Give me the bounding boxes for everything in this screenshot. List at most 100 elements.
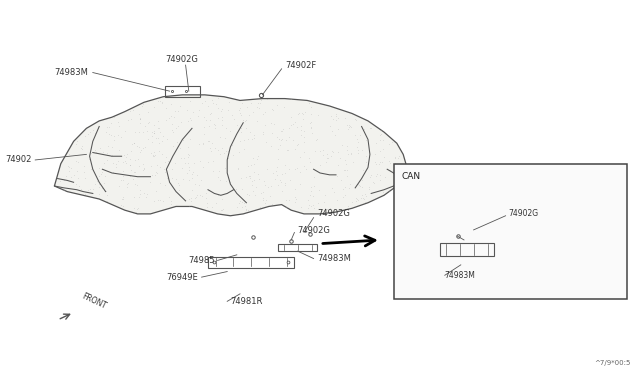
Point	[306, 124, 316, 130]
Point	[351, 116, 361, 122]
Point	[249, 177, 259, 183]
Point	[106, 120, 116, 126]
Point	[301, 166, 311, 171]
Point	[356, 177, 367, 183]
Point	[109, 133, 120, 139]
Point	[98, 148, 108, 154]
Point	[280, 182, 290, 188]
Point	[157, 99, 167, 105]
Point	[356, 195, 366, 201]
Point	[275, 177, 285, 183]
Point	[126, 116, 136, 122]
Point	[102, 152, 112, 158]
Point	[305, 120, 315, 126]
Point	[238, 117, 248, 123]
Point	[99, 161, 109, 167]
Bar	[440, 243, 494, 256]
Point	[175, 155, 186, 161]
Point	[134, 129, 145, 135]
Bar	[164, 86, 200, 97]
Point	[340, 192, 350, 198]
Point	[305, 203, 316, 209]
Point	[287, 137, 298, 143]
Point	[241, 174, 251, 180]
Point	[388, 164, 399, 170]
Point	[320, 193, 330, 199]
Point	[344, 124, 354, 130]
Point	[189, 181, 200, 187]
Point	[306, 105, 316, 110]
Point	[215, 134, 225, 140]
Point	[247, 182, 257, 188]
Point	[401, 161, 411, 167]
Point	[166, 198, 176, 204]
Point	[118, 173, 129, 179]
Point	[298, 111, 308, 117]
Point	[125, 163, 136, 169]
Point	[227, 153, 237, 158]
Point	[169, 114, 179, 120]
Point	[111, 164, 121, 170]
Point	[244, 192, 254, 198]
Point	[111, 161, 121, 167]
Point	[305, 100, 315, 106]
Point	[188, 109, 198, 115]
Point	[356, 147, 367, 153]
Point	[228, 116, 239, 122]
Point	[58, 187, 68, 193]
Point	[344, 122, 354, 128]
Point	[360, 192, 370, 198]
Point	[123, 180, 133, 186]
Point	[147, 129, 157, 135]
Point	[154, 125, 164, 131]
Point	[260, 200, 271, 206]
Point	[375, 132, 385, 138]
Point	[321, 209, 332, 215]
Point	[291, 186, 301, 192]
Point	[246, 100, 257, 106]
Point	[166, 102, 176, 108]
Point	[196, 100, 207, 106]
Point	[186, 195, 196, 201]
Point	[148, 130, 159, 136]
Point	[224, 99, 234, 105]
Point	[182, 151, 193, 157]
Point	[183, 144, 193, 150]
Point	[184, 203, 194, 209]
Point	[333, 162, 344, 168]
Point	[161, 94, 171, 100]
Point	[79, 163, 90, 169]
Point	[184, 153, 195, 158]
Point	[199, 115, 209, 121]
Point	[286, 96, 296, 102]
Point	[83, 131, 93, 137]
Point	[308, 202, 318, 208]
Point	[268, 201, 278, 207]
Point	[353, 197, 364, 203]
Point	[127, 141, 137, 147]
Point	[94, 165, 104, 171]
Point	[141, 194, 152, 200]
Point	[186, 116, 196, 122]
Point	[161, 105, 172, 111]
Point	[292, 141, 303, 147]
Point	[223, 107, 233, 113]
Point	[366, 125, 376, 131]
Point	[199, 131, 209, 137]
Text: 74981R: 74981R	[230, 297, 263, 306]
Text: 74902G: 74902G	[165, 55, 198, 64]
Point	[187, 175, 197, 181]
Point	[295, 170, 305, 176]
Point	[326, 148, 337, 154]
Point	[361, 153, 371, 159]
Point	[335, 155, 345, 161]
Point	[316, 148, 326, 154]
Point	[202, 204, 212, 210]
Point	[138, 129, 148, 135]
Point	[328, 189, 339, 195]
Point	[361, 193, 371, 199]
Point	[143, 136, 153, 142]
Point	[55, 179, 65, 185]
Point	[129, 181, 140, 187]
Point	[253, 171, 263, 177]
